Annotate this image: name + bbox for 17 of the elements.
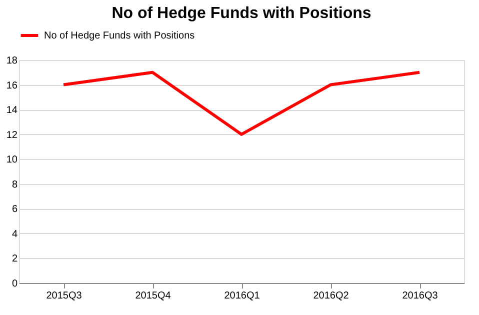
- y-tick-label: 14: [6, 105, 18, 116]
- y-tick-label: 18: [6, 56, 18, 66]
- y-tick-label: 4: [12, 228, 18, 240]
- y-tick-label: 10: [6, 154, 18, 166]
- y-tick-label: 12: [6, 130, 18, 141]
- chart-title: No of Hedge Funds with Positions: [112, 5, 372, 22]
- y-tick-label: 8: [12, 179, 18, 190]
- x-tick-label: 2016Q2: [313, 290, 350, 302]
- legend-label: No of Hedge Funds with Positions: [44, 30, 195, 42]
- x-tick-label: 2015Q4: [135, 290, 172, 302]
- x-tick-label: 2016Q1: [224, 290, 260, 302]
- y-tick-label: 6: [12, 204, 18, 216]
- y-tick-label: 0: [12, 278, 18, 290]
- y-tick-label: 16: [6, 80, 18, 92]
- x-tick-label: 2016Q3: [402, 290, 438, 302]
- y-tick-label: 2: [12, 254, 18, 265]
- x-tick-label: 2015Q3: [46, 290, 82, 302]
